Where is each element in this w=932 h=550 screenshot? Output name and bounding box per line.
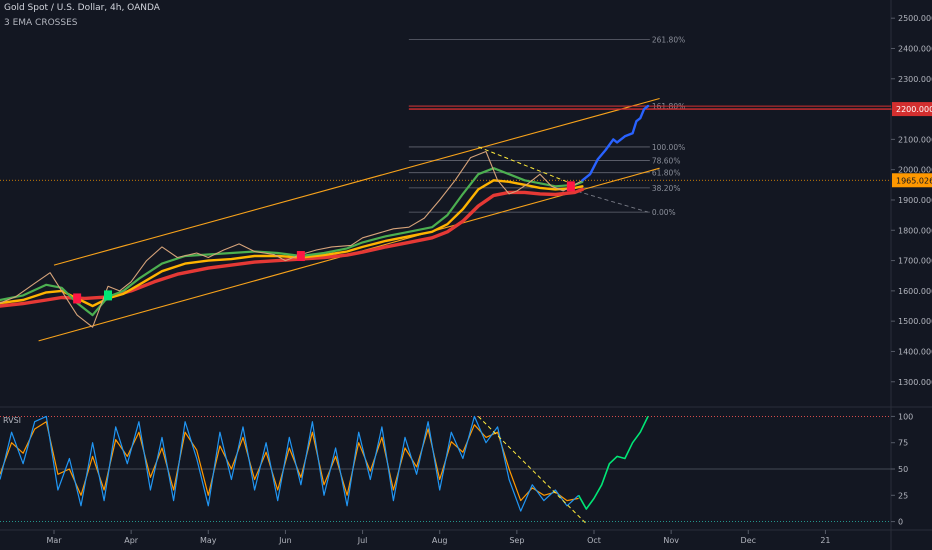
time-tick-label: May bbox=[200, 536, 217, 545]
fib-level-label: 100.00% bbox=[652, 143, 685, 152]
oscillator-label: RVSI bbox=[3, 416, 22, 425]
time-tick-label: Dec bbox=[741, 536, 756, 545]
series-ema-fast bbox=[0, 167, 584, 317]
price-tick-label: 2500.000 bbox=[898, 14, 932, 23]
time-tick-label: Nov bbox=[663, 536, 679, 545]
time-tick-label: Jun bbox=[278, 536, 292, 545]
fib-level-label: 0.00% bbox=[652, 208, 676, 217]
fib-level-label: 78.60% bbox=[652, 157, 681, 166]
rvsi-tick-label: 50 bbox=[898, 465, 908, 474]
series-projection bbox=[581, 104, 650, 182]
price-tick-label: 1300.000 bbox=[898, 378, 932, 387]
time-tick-label: 21 bbox=[820, 536, 830, 545]
time-tick-label: Mar bbox=[46, 536, 62, 545]
level-price-tag bbox=[892, 102, 932, 117]
fib-level-label: 261.80% bbox=[652, 35, 685, 44]
crossover-marker bbox=[566, 181, 575, 192]
rvsi-downtrend-line bbox=[477, 416, 587, 525]
level-price-tag-label: 2200.000 bbox=[896, 105, 932, 114]
crossover-marker bbox=[73, 293, 82, 304]
price-tick-label: 1400.000 bbox=[898, 347, 932, 356]
price-tick-label: 2100.000 bbox=[898, 135, 932, 144]
crossover-marker bbox=[104, 290, 112, 301]
time-tick-label: Sep bbox=[509, 536, 524, 545]
price-tick-label: 2400.000 bbox=[898, 44, 932, 53]
price-tick-label: 1700.000 bbox=[898, 257, 932, 266]
fib-level-label: 38.20% bbox=[652, 184, 681, 193]
chart-title: Gold Spot / U.S. Dollar, 4h, OANDA bbox=[4, 3, 160, 13]
series-ema-mid bbox=[0, 179, 584, 308]
price-tick-label: 1800.000 bbox=[898, 226, 932, 235]
fib-level-label: 61.80% bbox=[652, 169, 681, 178]
oscillator-layer bbox=[0, 415, 891, 525]
rvsi-tick-label: 25 bbox=[898, 491, 908, 500]
price-downtrend-projection bbox=[570, 188, 649, 213]
time-tick-label: Aug bbox=[432, 536, 448, 545]
series-rvsi-projection bbox=[577, 416, 649, 510]
current-price-tag bbox=[892, 173, 932, 188]
axis-layer: 1300.000 1400.000 1500.000 1600.000 1700.000… bbox=[46, 14, 932, 545]
price-tick-label: 1900.000 bbox=[898, 196, 932, 205]
time-tick-label: Jul bbox=[357, 536, 368, 545]
price-tick-label: 1600.000 bbox=[898, 287, 932, 296]
price-tick-label: 2300.000 bbox=[898, 75, 932, 84]
time-tick-label: Oct bbox=[587, 536, 601, 545]
crossover-marker bbox=[296, 251, 305, 262]
rvsi-tick-label: 0 bbox=[898, 518, 903, 527]
price-tick-label: 2000.000 bbox=[898, 166, 932, 175]
current-price-tag-label: 1965.026 bbox=[896, 176, 932, 185]
price-tick-label: 1500.000 bbox=[898, 317, 932, 326]
time-tick-label: Apr bbox=[124, 536, 139, 545]
series-rvsi-blue bbox=[0, 415, 580, 512]
indicator-label: 3 EMA CROSSES bbox=[4, 18, 78, 28]
channel-upper-line bbox=[53, 97, 660, 266]
rvsi-tick-label: 100 bbox=[898, 412, 913, 421]
rvsi-tick-label: 75 bbox=[898, 439, 908, 448]
price-downtrend-line bbox=[478, 146, 572, 184]
price-layer: 261.80%161.80%100.00%78.60%61.80%38.20%0… bbox=[0, 35, 891, 342]
